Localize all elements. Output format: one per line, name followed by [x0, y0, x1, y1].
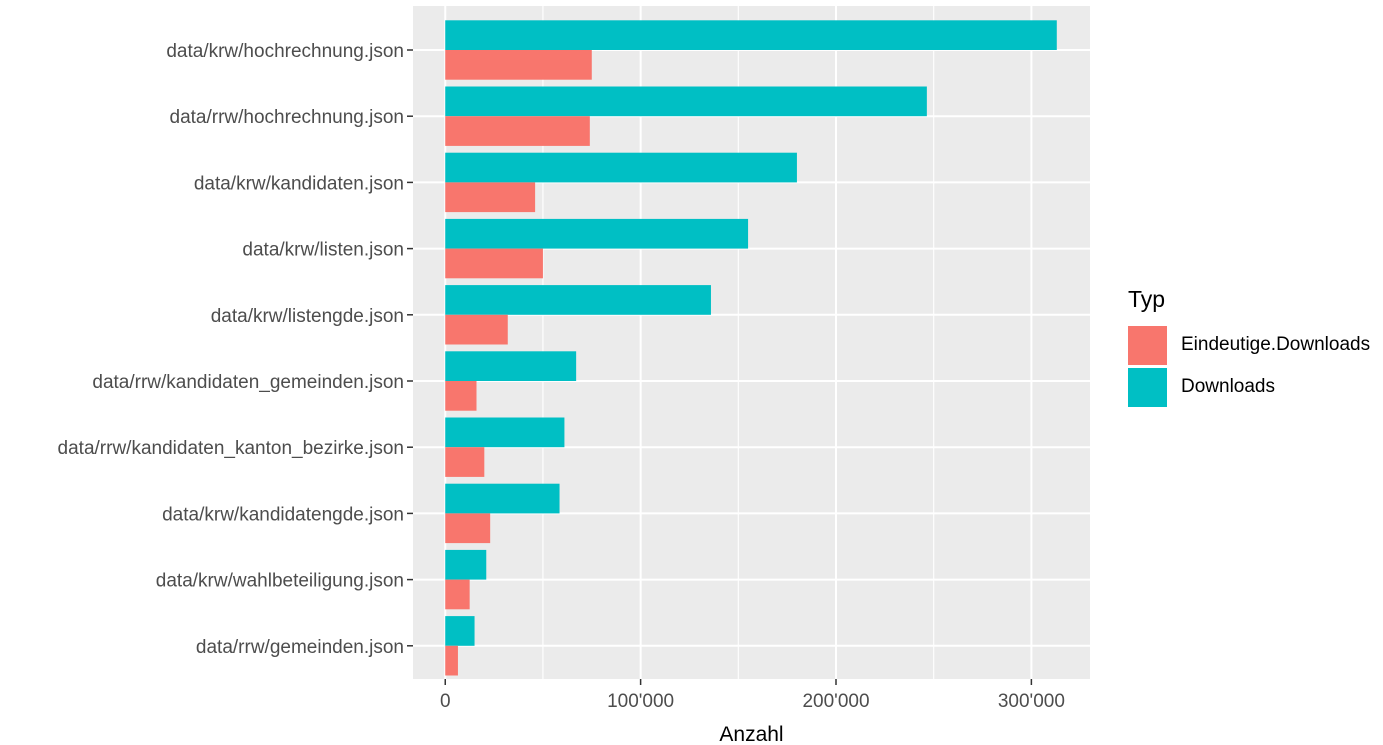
legend: Typ Eindeutige.Downloads Downloads: [1128, 286, 1370, 408]
y-tick-label: data/rrw/kandidaten_gemeinden.json: [92, 372, 404, 393]
y-tick-label: data/krw/wahlbeteiligung.json: [156, 571, 404, 592]
bar-downloads-data-krw-kandidaten-json: [445, 152, 797, 183]
y-axis: data/krw/hochrechnung.json data/rrw/hochr…: [58, 41, 413, 658]
bar-eindeutige-downloads-data-rrw-kandidaten-kanton-bezirke-json: [445, 447, 485, 477]
legend-item-downloads: Downloads: [1128, 366, 1370, 408]
x-tick-label: 100'000: [607, 691, 674, 712]
x-axis-title: Anzahl: [719, 723, 783, 745]
y-tick-label: data/rrw/gemeinden.json: [196, 637, 404, 658]
bar-eindeutige-downloads-data-krw-wahlbeteiligung-json: [445, 579, 470, 610]
legend-key-eindeutige-downloads: [1128, 325, 1167, 365]
bar-eindeutige-downloads-data-rrw-hochrechnung-json: [445, 116, 590, 146]
bar-eindeutige-downloads-data-krw-listengde-json: [445, 314, 508, 345]
legend-label-downloads: Downloads: [1181, 376, 1275, 397]
legend-label-eindeutige-downloads: Eindeutige.Downloads: [1181, 334, 1371, 355]
y-tick-label: data/krw/kandidaten.json: [194, 173, 404, 194]
bars: [445, 20, 1057, 676]
x-tick-label: 0: [440, 691, 451, 712]
bar-downloads-data-krw-kandidatengde-json: [445, 483, 560, 514]
x-tick-label: 300'000: [998, 691, 1065, 712]
bar-eindeutige-downloads-data-krw-hochrechnung-json: [445, 50, 592, 80]
legend-item-eindeutige-downloads: Eindeutige.Downloads: [1128, 324, 1370, 366]
y-tick-label: data/krw/kandidatengde.json: [162, 504, 404, 525]
y-tick-label: data/krw/listen.json: [242, 240, 404, 261]
bar-downloads-data-krw-listen-json: [445, 218, 749, 249]
bar-eindeutige-downloads-data-rrw-kandidaten-gemeinden-json: [445, 381, 477, 411]
y-tick-label: data/krw/listengde.json: [211, 306, 404, 327]
bar-eindeutige-downloads-data-krw-kandidatengde-json: [445, 513, 491, 544]
bar-eindeutige-downloads-data-krw-kandidaten-json: [445, 182, 536, 213]
legend-key-downloads: [1128, 367, 1167, 407]
legend-title: Typ: [1128, 286, 1166, 312]
bar-downloads-data-krw-hochrechnung-json: [445, 20, 1057, 50]
bar-eindeutige-downloads-data-rrw-gemeinden-json: [445, 645, 458, 676]
x-tick-label: 200'000: [802, 691, 869, 712]
bar-downloads-data-krw-wahlbeteiligung-json: [445, 549, 487, 580]
x-axis: 0 100'000 200'000 300'000: [440, 679, 1065, 712]
bar-eindeutige-downloads-data-krw-listen-json: [445, 248, 543, 279]
bar-downloads-data-rrw-hochrechnung-json: [445, 86, 927, 117]
y-tick-label: data/rrw/hochrechnung.json: [170, 107, 404, 128]
bar-downloads-data-rrw-kandidaten-kanton-bezirke-json: [445, 417, 565, 448]
bar-downloads-data-rrw-gemeinden-json: [445, 616, 475, 646]
bar-downloads-data-rrw-kandidaten-gemeinden-json: [445, 351, 577, 381]
y-tick-label: data/rrw/kandidaten_kanton_bezirke.json: [58, 438, 404, 459]
y-tick-label: data/krw/hochrechnung.json: [166, 41, 404, 62]
bar-downloads-data-krw-listengde-json: [445, 285, 711, 315]
